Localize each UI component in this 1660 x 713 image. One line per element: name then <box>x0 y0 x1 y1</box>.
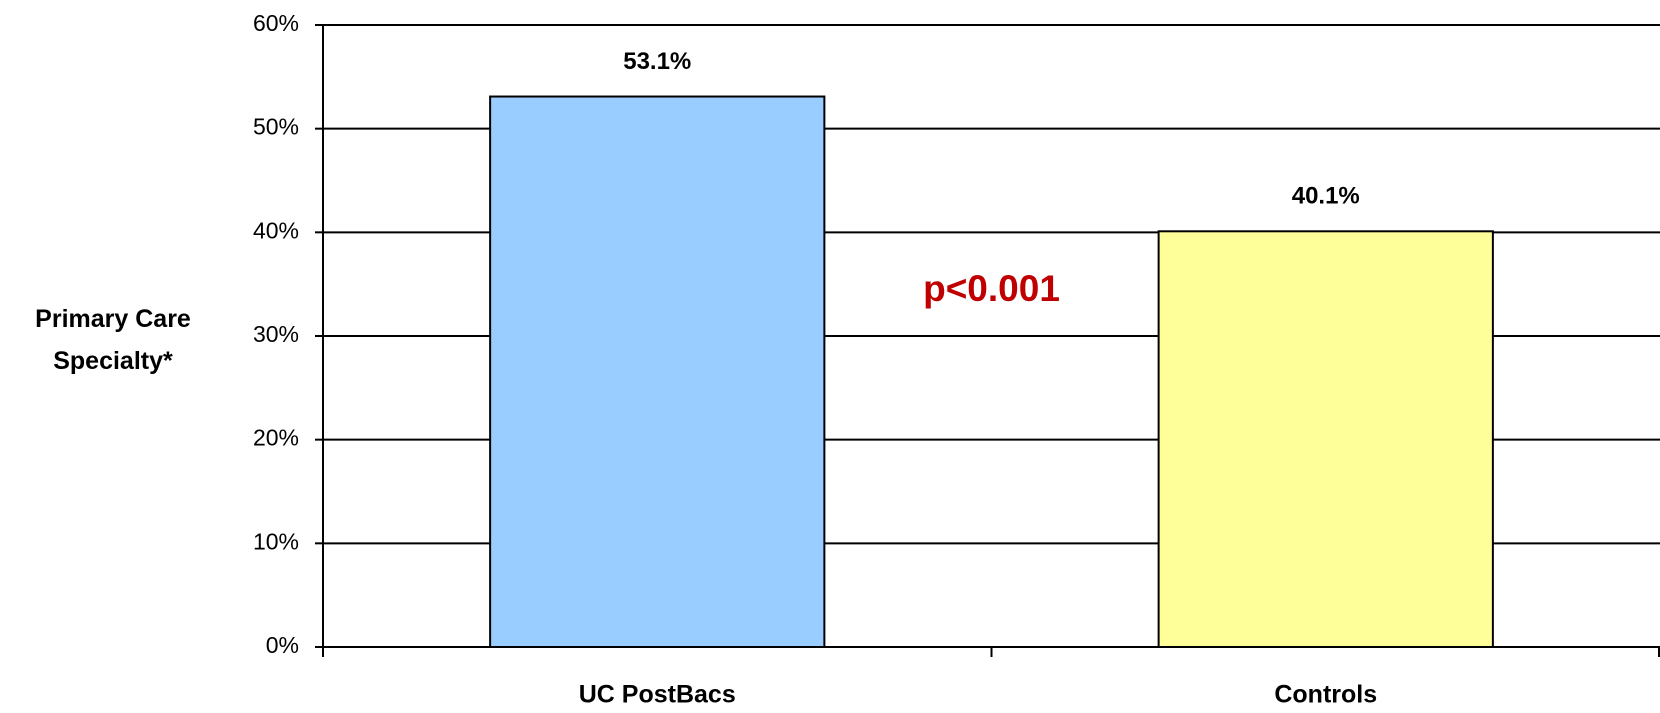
x-tick-label: Controls <box>1274 681 1377 709</box>
y-tick-label: 10% <box>253 528 299 554</box>
y-axis-label: Primary Care Specialty* <box>35 305 191 375</box>
y-tick-label: 60% <box>253 10 299 36</box>
x-tick-label: UC PostBacs <box>579 681 736 709</box>
y-tick-label: 40% <box>253 217 299 243</box>
y-tick-label: 50% <box>253 114 299 140</box>
data-label: 53.1% <box>623 48 691 75</box>
data-label: 40.1% <box>1292 183 1360 210</box>
bar <box>489 95 826 648</box>
annotation: p<0.001 <box>923 268 1060 309</box>
y-tick-label: 20% <box>253 425 299 451</box>
y-tick-label: 30% <box>253 321 299 347</box>
y-tick-label: 0% <box>266 632 299 658</box>
bar <box>1157 230 1494 648</box>
